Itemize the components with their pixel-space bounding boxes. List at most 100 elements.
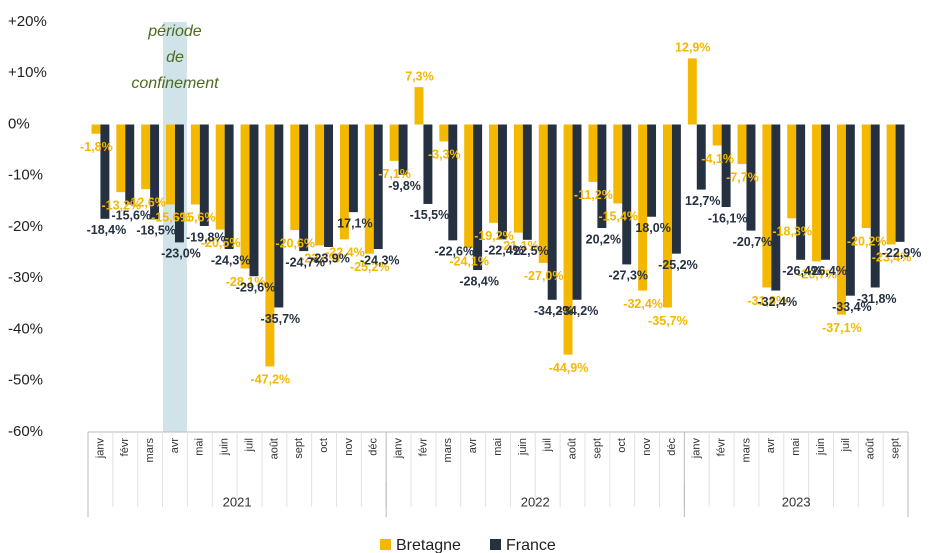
- bar: [861, 124, 871, 229]
- y-tick-label: -40%: [8, 320, 43, 337]
- x-tick-label: sept: [889, 438, 901, 459]
- value-label: -28,1%: [226, 275, 266, 289]
- x-tick-label: nov: [343, 438, 355, 456]
- bar: [538, 124, 548, 263]
- value-label: -19,2%: [474, 229, 514, 243]
- value-label: -34,2%: [534, 304, 574, 318]
- value-label: -27,0%: [524, 269, 564, 283]
- value-label: -44,9%: [549, 361, 589, 375]
- value-label: -31,8%: [748, 294, 788, 308]
- bar: [249, 124, 259, 277]
- value-label: -12,6%: [126, 195, 166, 209]
- value-label: -25,2%: [350, 260, 390, 274]
- value-label: -22,9%: [882, 246, 922, 260]
- x-tick-label: févr: [119, 438, 131, 457]
- value-label: -47,2%: [251, 373, 291, 387]
- x-tick-label: oct: [318, 438, 330, 453]
- bar: [588, 124, 598, 182]
- value-label: -26,4%: [782, 264, 822, 278]
- value-label: -28,4%: [459, 274, 499, 288]
- value-label: -18,3%: [772, 225, 812, 239]
- legend-swatch: [490, 539, 501, 550]
- bar: [473, 124, 483, 271]
- value-label: -18,5%: [136, 224, 176, 238]
- value-label: -23,0%: [161, 247, 201, 261]
- x-tick-label: avr: [169, 438, 181, 454]
- bar: [613, 124, 623, 204]
- bar: [190, 124, 200, 205]
- bar: [324, 124, 334, 247]
- bar: [125, 124, 135, 205]
- x-tick-label: juin: [517, 438, 529, 456]
- bar: [712, 124, 722, 146]
- value-label: 20,2%: [586, 232, 621, 246]
- bar: [174, 124, 184, 243]
- value-label: -3,3%: [428, 148, 461, 162]
- value-label: -15,6%: [176, 211, 216, 225]
- value-label: -29,6%: [236, 280, 276, 294]
- value-label: -15,6%: [111, 209, 151, 223]
- bar: [299, 124, 309, 252]
- bar: [315, 124, 325, 246]
- value-label: -35,7%: [261, 312, 301, 326]
- bar: [687, 58, 697, 125]
- bar: [100, 124, 110, 219]
- value-label: -9,8%: [388, 179, 421, 193]
- value-label: -22,4%: [325, 246, 365, 260]
- bar: [746, 124, 756, 231]
- value-label: -34,2%: [559, 304, 599, 318]
- bar: [771, 124, 781, 291]
- bar: [290, 124, 300, 231]
- value-label: -24,3%: [211, 253, 251, 267]
- bar: [721, 124, 731, 208]
- value-label: -24,7%: [285, 255, 325, 269]
- value-label: -23,9%: [310, 251, 350, 265]
- bar: [448, 124, 458, 241]
- bar: [414, 87, 424, 125]
- value-label: -11,2%: [574, 188, 613, 202]
- bar: [339, 124, 349, 240]
- x-tick-label: déc: [368, 438, 380, 456]
- bar: [762, 124, 772, 288]
- bar: [597, 124, 607, 229]
- bar: [498, 124, 507, 240]
- bar: [199, 124, 209, 226]
- x-tick-label: avr: [765, 438, 777, 454]
- value-label: -7,1%: [378, 167, 411, 181]
- value-label: -23,6%: [300, 252, 340, 266]
- bar: [821, 124, 830, 260]
- value-label: -27,3%: [608, 269, 648, 283]
- x-tick-label: janv: [691, 438, 703, 460]
- value-label: -13,2%: [101, 198, 141, 212]
- value-label: 7,3%: [405, 69, 434, 83]
- bar: [224, 124, 234, 250]
- value-label: -24,1%: [449, 254, 489, 268]
- value-label: -15,6%: [151, 211, 191, 225]
- x-tick-label: mai: [492, 438, 504, 456]
- annotation: période de confinement: [131, 23, 219, 92]
- x-tick-label: mai: [790, 438, 802, 456]
- value-label: -23,4%: [872, 251, 912, 265]
- value-label: -26,4%: [807, 264, 847, 278]
- value-label: -18,4%: [87, 223, 127, 237]
- bar: [513, 124, 523, 233]
- x-tick-label: juin: [219, 438, 231, 456]
- value-label: -22,5%: [509, 244, 549, 258]
- value-label: -20,5%: [201, 236, 241, 250]
- bar: [787, 124, 797, 219]
- x-tick-label: oct: [616, 438, 628, 453]
- bar: [737, 124, 747, 164]
- x-tick-label: mai: [194, 438, 206, 456]
- value-label: 12,7%: [685, 194, 720, 208]
- bar: [364, 124, 374, 254]
- value-label: -7,7%: [726, 170, 759, 184]
- bar: [796, 124, 806, 260]
- bar: [348, 124, 358, 213]
- y-tick-label: -50%: [8, 372, 43, 389]
- y-tick-label: -60%: [8, 423, 43, 440]
- x-tick-label: déc: [666, 438, 678, 456]
- legend-label: France: [506, 537, 556, 553]
- value-label: -20,7%: [733, 235, 773, 249]
- bar: [836, 124, 846, 315]
- bar: [423, 124, 433, 204]
